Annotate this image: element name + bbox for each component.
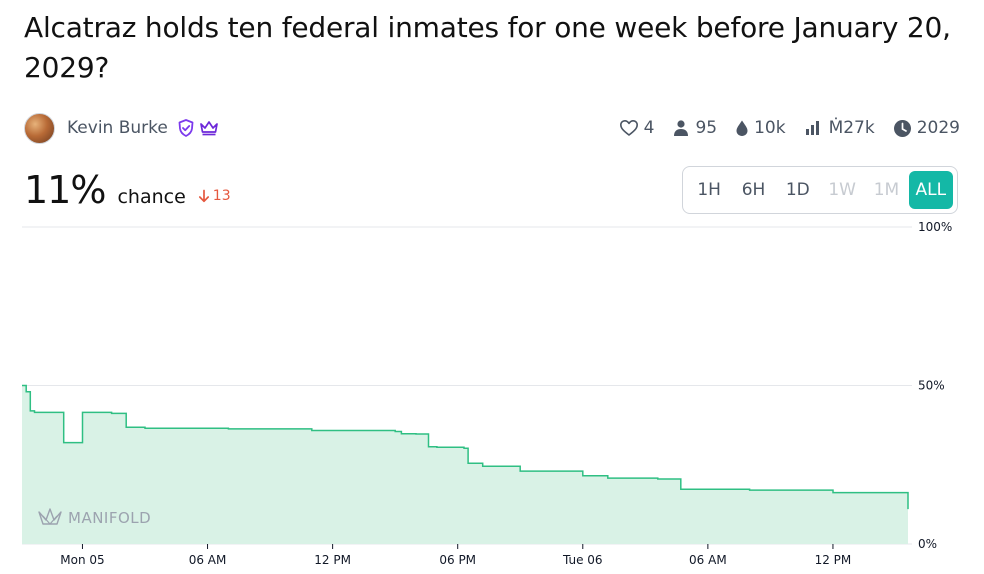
likes-stat[interactable]: 4 [619, 118, 655, 138]
market-title: Alcatraz holds ten federal inmates for o… [24, 11, 951, 84]
close-date-stat[interactable]: 2029 [893, 118, 960, 138]
author-avatar[interactable] [24, 112, 55, 144]
range-1m-button[interactable]: 1M [873, 180, 900, 200]
probability-change: 13 [198, 188, 231, 204]
probability-label: chance [117, 186, 186, 208]
liquidity-stat[interactable]: 10k [735, 118, 786, 138]
manifold-logo-icon [38, 508, 62, 525]
author-name[interactable]: Kevin Burke [67, 118, 168, 138]
x-tick-label: Tue 06 [562, 553, 603, 567]
range-1h-button[interactable]: 1H [697, 180, 721, 200]
range-all-button[interactable]: ALL [908, 171, 953, 209]
probability-value: 11% [24, 168, 106, 212]
x-tick-label: 06 AM [689, 553, 727, 567]
probability-chart[interactable]: MANIFOLD 100% 50% 0% Mon 05 06 AM 12 PM 06 PM… [0, 218, 984, 574]
volume-stat[interactable]: Ṁ27k [804, 118, 875, 138]
droplet-icon [736, 120, 748, 136]
y-tick-label: 0% [918, 537, 937, 551]
likes-count: 4 [643, 118, 655, 138]
author-row: Kevin Burke [24, 112, 220, 144]
heart-icon [619, 120, 638, 136]
liquidity-amount: 10k [754, 118, 786, 138]
probability-line [22, 384, 909, 510]
y-tick-label: 100% [918, 220, 952, 234]
x-tick-label: 06 PM [439, 553, 476, 567]
user-icon [674, 120, 689, 136]
arrow-down-icon [198, 189, 209, 203]
range-1w-button[interactable]: 1W [828, 180, 856, 200]
x-tick-label: 06 AM [189, 553, 227, 567]
traders-count: 95 [695, 118, 718, 138]
probability-change-value: 13 [212, 188, 231, 204]
x-tick-label: Mon 05 [60, 553, 104, 567]
y-tick-label: 50% [918, 379, 945, 393]
manifold-watermark: MANIFOLD [38, 508, 151, 527]
x-tick-label: 12 PM [314, 553, 351, 567]
close-year: 2029 [916, 118, 960, 138]
probability-area [22, 385, 908, 544]
x-tick-label: 12 PM [815, 553, 852, 567]
probability-display: 11% chance 13 [24, 168, 231, 212]
traders-stat[interactable]: 95 [672, 118, 717, 138]
range-1d-button[interactable]: 1D [785, 180, 810, 200]
volume-amount: Ṁ27k [828, 118, 875, 138]
bar-chart-icon [805, 121, 819, 135]
clock-icon [893, 119, 911, 137]
market-stats: 4 95 10k Ṁ27k 2029 [619, 114, 960, 142]
crown-icon [198, 118, 220, 138]
time-range-selector: 1H 6H 1D 1W 1M ALL [682, 166, 958, 214]
manifold-wordmark: MANIFOLD [68, 509, 151, 527]
verified-shield-icon [176, 118, 196, 138]
range-6h-button[interactable]: 6H [741, 180, 766, 200]
